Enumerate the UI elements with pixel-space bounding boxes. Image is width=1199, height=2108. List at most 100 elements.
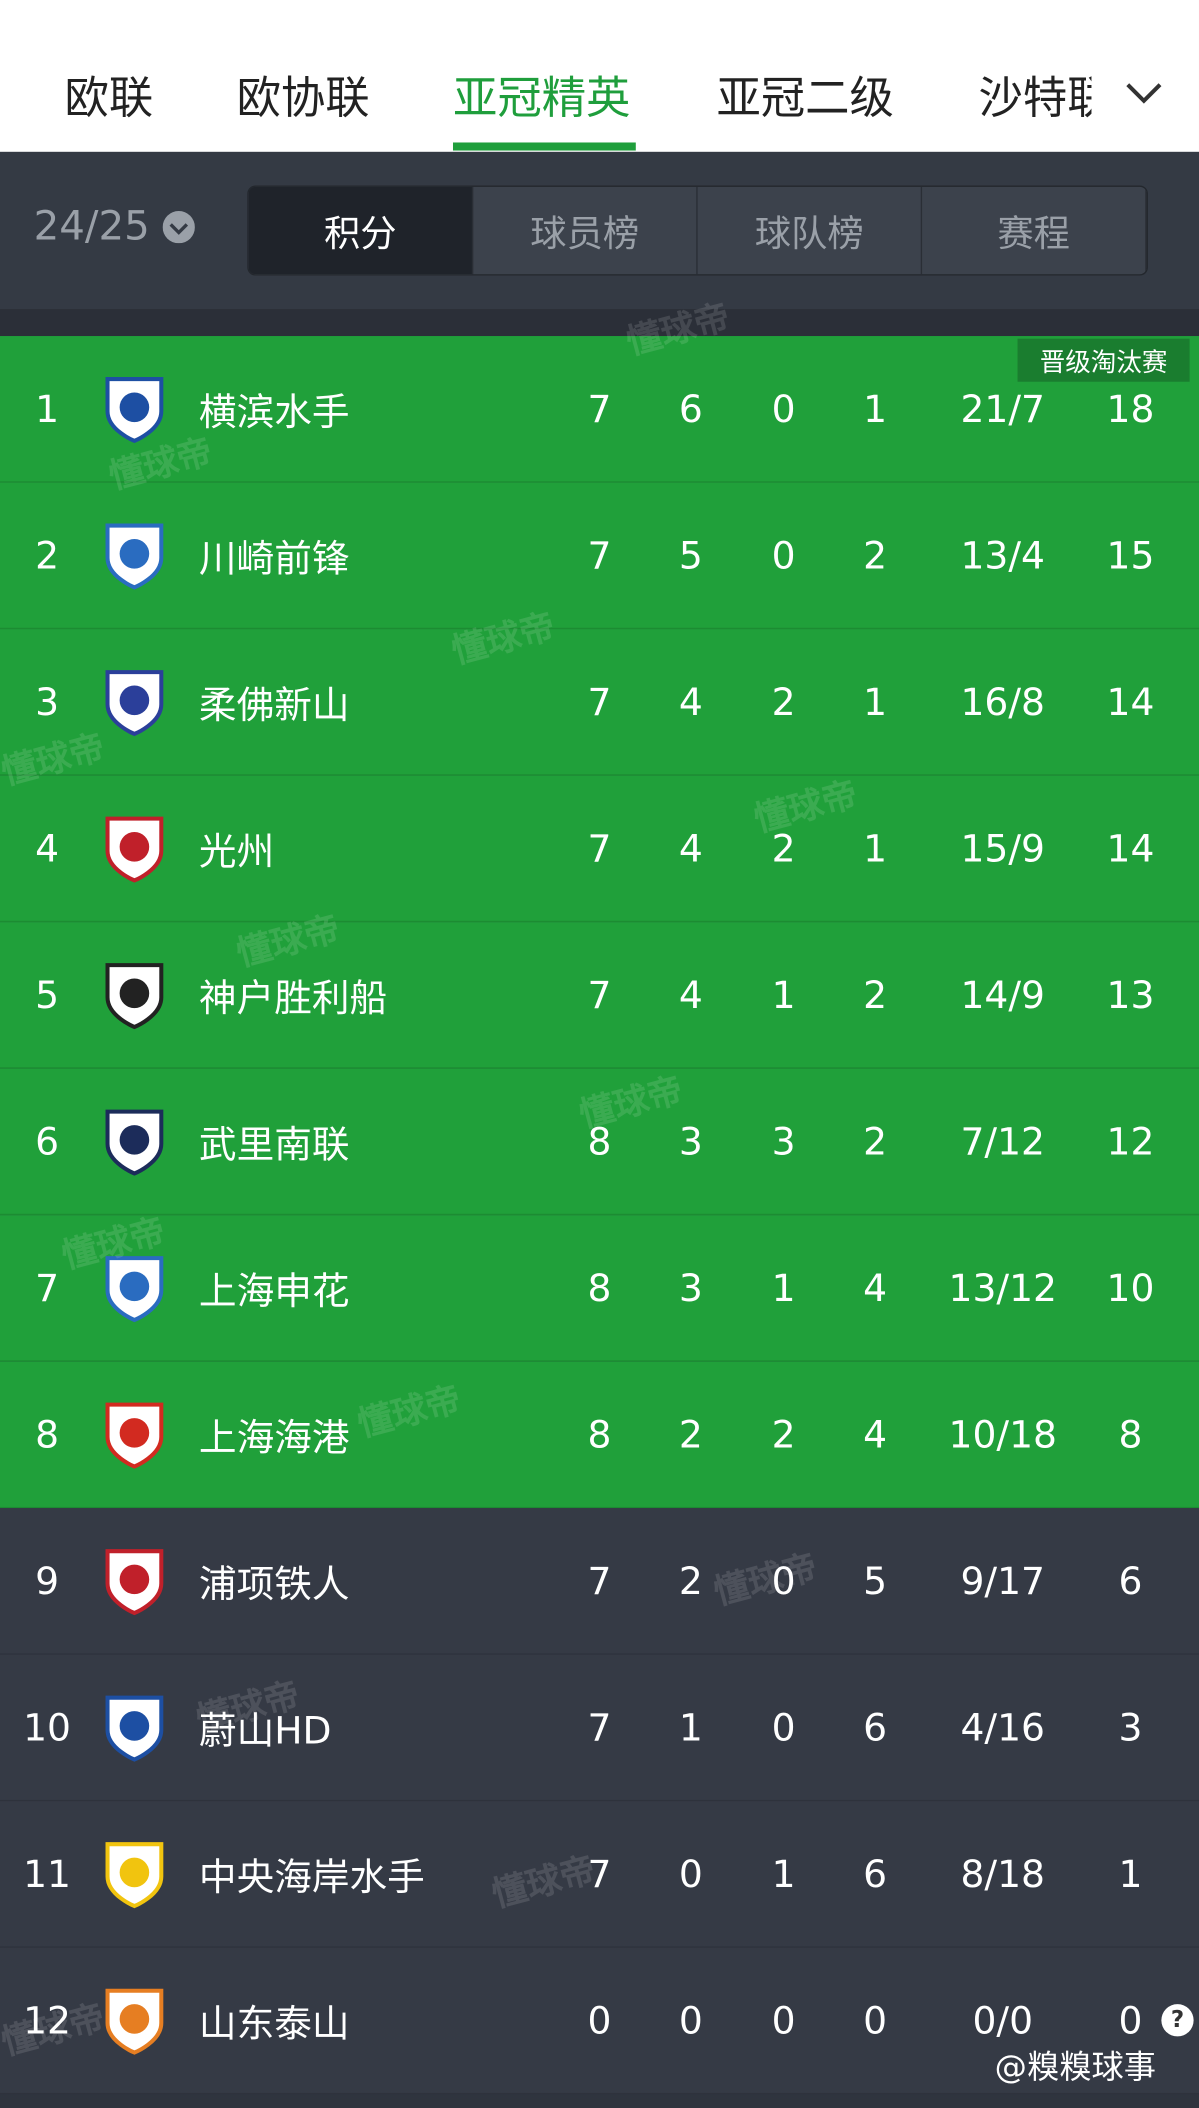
standings-row[interactable]: 3 柔佛新山 7 4 2 1 16/8 14 [0,629,1199,776]
points: 3 [1118,1705,1143,1751]
standings-row[interactable]: 11 中央海岸水手 7 0 1 6 8/18 1 [0,1801,1199,1948]
points: 1 [1118,1852,1143,1897]
team-name: 山东泰山 [198,2000,350,2046]
subtab[interactable]: 赛程 [922,186,1147,275]
lost: 6 [863,1852,888,1897]
standings-row[interactable]: 12 山东泰山 0 0 0 0 0/0 0 [0,1947,1199,2095]
team-name: 横滨水手 [198,389,350,434]
rank: 3 [35,680,60,725]
standings-row[interactable]: 1 横滨水手 7 6 0 1 21/7 18 [0,336,1199,483]
team-name: 中央海岸水手 [198,1854,425,1899]
season-selector[interactable]: 24/25 [34,203,195,250]
subtab[interactable]: 积分 [248,186,474,275]
tab[interactable]: 欧联 [64,71,154,124]
rank: 6 [35,1119,60,1165]
team-name: 上海海港 [198,1414,350,1460]
won: 1 [678,1705,703,1751]
dropdown-icon [162,211,195,244]
team-name: 神户胜利船 [198,975,388,1020]
points: 12 [1106,1119,1155,1165]
standings-row[interactable]: 5 神户胜利船 7 4 1 2 14/9 13 [0,922,1199,1069]
qualify-badge: 晋级淘汰赛 [1017,338,1190,382]
won: 5 [678,533,703,578]
team-name: 蔚山HD [198,1707,332,1753]
segmented-control: 积分 球员榜 球队榜 赛程 [247,185,1148,276]
tab[interactable]: 沙特联 [978,71,1092,124]
played: 7 [587,1559,612,1604]
played: 7 [587,680,612,725]
goals: 4/16 [960,1705,1046,1751]
standings-row[interactable]: 9 浦项铁人 7 2 0 5 9/17 6 [0,1508,1199,1655]
standings-row[interactable]: 6 武里南联 8 3 3 2 7/12 12 [0,1068,1199,1216]
played: 7 [587,973,612,1018]
won: 2 [678,1559,703,1604]
rank: 5 [35,973,60,1018]
standings-row[interactable]: 7 上海申花 8 3 1 4 13/12 10 [0,1215,1199,1362]
help-button[interactable]: ? [1161,2004,1194,2037]
active-indicator [452,142,636,151]
standings-row[interactable]: 8 上海海港 8 2 2 4 10/18 8 [0,1361,1199,1509]
team-logo [105,670,164,737]
tab-clip: 沙特联 [979,0,1092,152]
rank: 12 [23,1998,71,2044]
won: 4 [678,973,703,1018]
lost: 2 [863,1119,888,1165]
subtab[interactable]: 球员榜 [473,186,698,275]
team-logo [105,523,164,590]
team-logo [105,377,164,444]
drawn: 0 [771,1705,796,1751]
team-name: 光州 [198,828,275,874]
drawn: 0 [771,1998,796,2044]
played: 7 [587,1852,612,1897]
drawn: 1 [771,973,796,1018]
goals: 0/0 [972,1998,1034,2044]
lost: 5 [863,1559,888,1604]
played: 7 [587,1705,612,1751]
points: 18 [1106,387,1155,432]
team-name: 柔佛新山 [198,682,350,727]
points: 10 [1106,1266,1155,1311]
tab[interactable]: 亚冠精英 [452,71,631,124]
drawn: 3 [771,1119,796,1165]
points: 14 [1106,680,1155,725]
expand-icon[interactable] [1124,78,1164,108]
lost: 4 [863,1412,888,1458]
won: 4 [678,680,703,725]
won: 0 [678,1852,703,1897]
standings-row[interactable]: 2 川崎前锋 7 5 0 2 13/4 15 [0,482,1199,630]
standings-row[interactable]: 4 光州 7 4 2 1 15/9 14 [0,775,1199,923]
standings-row[interactable]: 10 蔚山HD 7 1 0 6 4/16 3 [0,1654,1199,1802]
lost: 1 [863,826,888,872]
subtab[interactable]: 球队榜 [698,186,923,275]
team-logo [105,1402,164,1469]
team-logo [105,816,164,883]
goals: 21/7 [960,387,1046,432]
goals: 13/12 [948,1266,1057,1311]
won: 4 [678,826,703,872]
tab-bar: 欧联 欧协联 亚冠精英 亚冠二级 沙特联 [0,0,1199,152]
drawn: 0 [771,1559,796,1604]
tab[interactable]: 欧协联 [236,71,370,124]
team-name: 武里南联 [198,1121,350,1167]
played: 0 [587,1998,612,2044]
played: 7 [587,826,612,872]
rank: 9 [35,1559,60,1604]
team-logo [105,963,164,1030]
points: 13 [1106,973,1155,1018]
rank: 8 [35,1412,60,1458]
drawn: 2 [771,1412,796,1458]
lost: 1 [863,387,888,432]
team-logo [105,1549,164,1616]
lost: 1 [863,680,888,725]
team-logo [105,1695,164,1762]
tab[interactable]: 亚冠二级 [716,71,894,124]
played: 8 [587,1119,612,1165]
lost: 4 [863,1266,888,1311]
rank: 10 [23,1705,71,1751]
won: 0 [678,1998,703,2044]
team-name: 上海申花 [198,1268,350,1313]
points: 14 [1106,826,1155,872]
goals: 9/17 [960,1559,1046,1604]
team-logo [105,1842,164,1909]
